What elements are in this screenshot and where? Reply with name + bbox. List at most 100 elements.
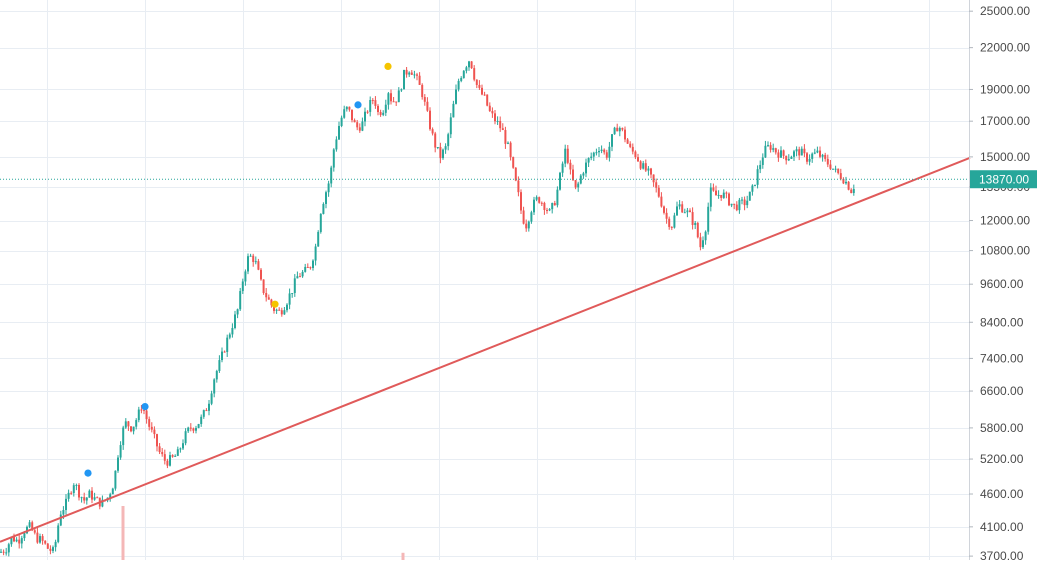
candle-body	[395, 101, 398, 103]
candle-body	[418, 75, 421, 85]
candle-body	[444, 146, 447, 150]
candle-body	[413, 74, 416, 76]
candle-body	[132, 426, 135, 432]
candle-body	[5, 552, 8, 554]
candle-body	[535, 197, 538, 200]
candle-body	[33, 530, 36, 533]
candle-body	[743, 199, 746, 206]
candle-body	[270, 299, 273, 306]
candle-body	[626, 139, 629, 144]
axis-tick-label: 15000.00	[980, 150, 1030, 164]
candle-body	[787, 158, 790, 161]
candle-body	[72, 485, 75, 494]
candle-body	[585, 162, 587, 174]
candle-body	[852, 188, 855, 194]
candle-body	[834, 168, 837, 170]
candle-body	[369, 100, 372, 112]
candle-body	[699, 237, 702, 248]
candle-body	[252, 255, 255, 262]
candle-body	[501, 128, 504, 131]
candle-body	[811, 153, 814, 159]
candle-body	[564, 148, 567, 164]
candle-body	[764, 145, 767, 158]
axis-tick-label: 3700.00	[980, 549, 1024, 560]
candle-body	[384, 104, 387, 113]
candle-body	[257, 261, 260, 270]
candle-body	[210, 393, 213, 404]
candle-body	[358, 127, 361, 131]
candle-body	[457, 80, 460, 90]
candle-body	[218, 360, 221, 371]
candle-body	[754, 184, 756, 186]
candle-body	[416, 74, 418, 76]
candle-body	[442, 149, 444, 159]
candle-body	[520, 192, 522, 211]
candle-body	[265, 293, 268, 298]
candle-body	[421, 84, 424, 98]
candle-body	[496, 120, 499, 122]
candle-body	[429, 110, 431, 130]
candle-body	[262, 279, 265, 294]
candle-body	[345, 106, 348, 110]
candle-body	[44, 540, 47, 544]
candles	[0, 60, 855, 557]
trendline[interactable]	[0, 156, 971, 543]
candle-body	[184, 431, 187, 444]
candle-body	[611, 134, 613, 147]
signal-marker	[271, 300, 279, 308]
candle-body	[176, 449, 179, 456]
candle-body	[657, 187, 660, 197]
candle-body	[826, 158, 829, 165]
candle-body	[434, 133, 437, 148]
candle-body	[494, 113, 496, 122]
candle-body	[65, 498, 67, 511]
candle-body	[348, 106, 351, 110]
candle-body	[319, 213, 322, 232]
candle-body	[408, 72, 411, 75]
candle-body	[306, 266, 309, 268]
candle-body	[109, 494, 112, 498]
candle-body	[774, 148, 777, 153]
candle-body	[410, 72, 413, 75]
candle-body	[377, 105, 379, 113]
candle-body	[777, 152, 780, 158]
candle-body	[642, 163, 645, 169]
candle-body	[254, 261, 257, 263]
candle-body	[351, 109, 353, 121]
candle-body	[478, 84, 481, 88]
candle-body	[709, 187, 712, 207]
candle-body	[36, 532, 39, 543]
candle-body	[733, 203, 736, 205]
candle-body	[187, 427, 190, 432]
candle-body	[540, 202, 543, 204]
candle-body	[728, 193, 730, 206]
candle-body	[364, 111, 366, 122]
candle-body	[387, 93, 390, 105]
price-axis[interactable]: 25000.00 22000.00 19000.00 17000.00 15000.00…	[969, 4, 1030, 563]
candle-body	[782, 150, 785, 156]
candle-body	[101, 499, 104, 507]
candle-body	[452, 103, 455, 118]
volume-bar	[401, 552, 405, 560]
candle-body	[236, 309, 239, 315]
candle-body	[769, 145, 772, 150]
candle-body	[720, 194, 723, 198]
candle-body	[174, 455, 177, 457]
candle-body	[70, 492, 73, 494]
candle-body	[309, 267, 312, 269]
candle-body	[722, 192, 725, 198]
candle-body	[637, 157, 639, 162]
candle-body	[390, 93, 392, 102]
candle-body	[548, 209, 551, 211]
candle-body	[166, 460, 169, 466]
candle-body	[663, 206, 665, 213]
candle-body	[842, 178, 845, 184]
candle-body	[741, 199, 743, 201]
candle-body	[117, 457, 119, 471]
candle-body	[371, 100, 374, 102]
candle-body	[683, 212, 686, 214]
trendline-layer[interactable]	[0, 156, 971, 543]
candle-body	[759, 164, 762, 170]
